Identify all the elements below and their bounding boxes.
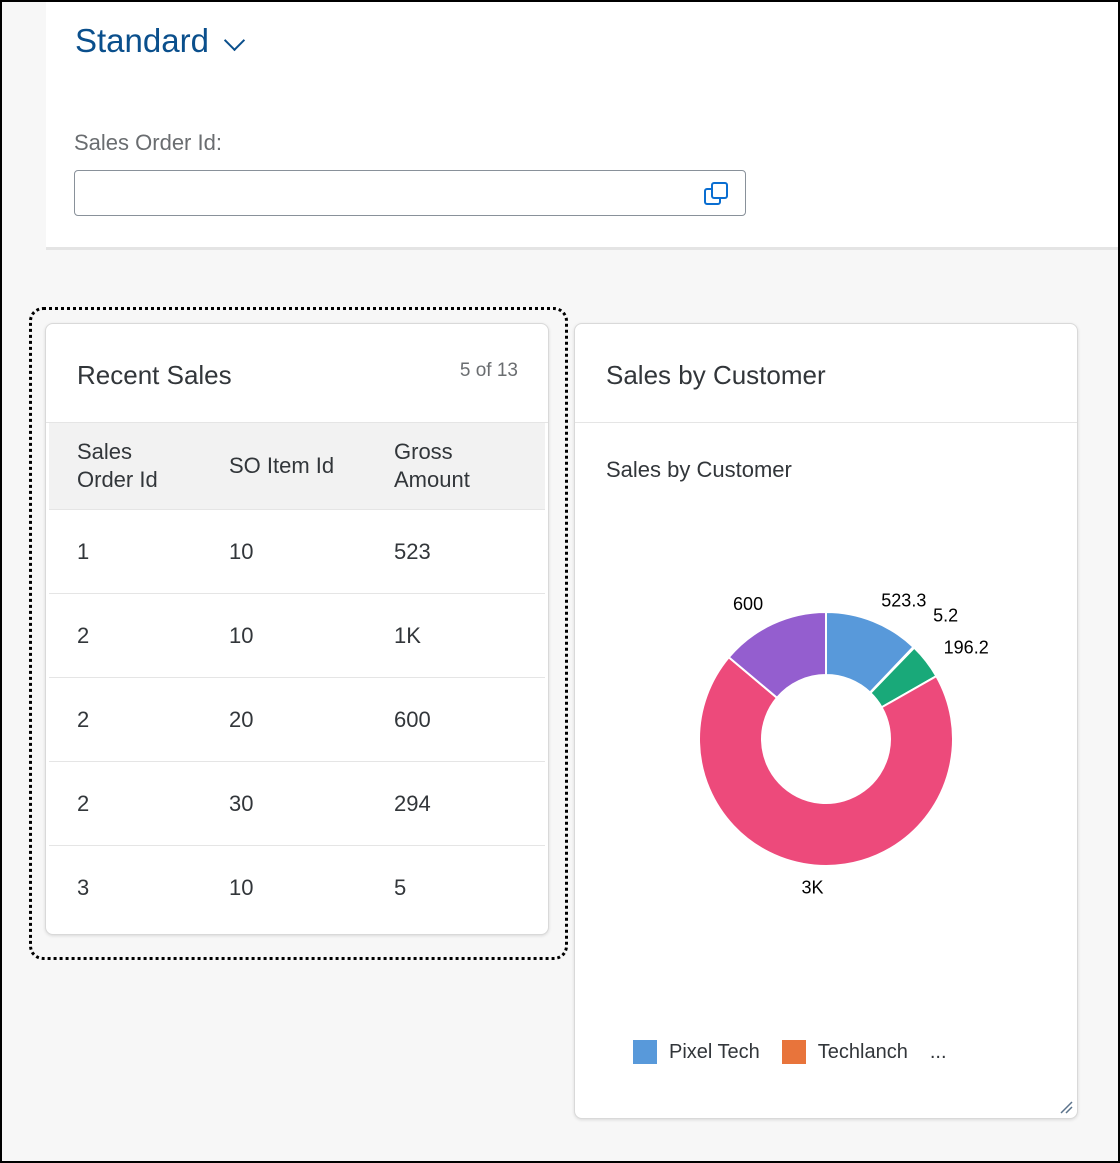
table-cell: 10: [229, 874, 254, 900]
legend-swatch: [633, 1040, 657, 1064]
legend-label: Pixel Tech: [669, 1040, 760, 1063]
table-cell: 10: [229, 509, 394, 594]
table-cell: 3: [77, 874, 90, 900]
table-cell: 20: [229, 677, 394, 762]
column-header: Gross Amount: [394, 423, 545, 510]
chevron-down-icon[interactable]: [223, 29, 246, 51]
donut-slice[interactable]: [698, 655, 954, 867]
data-label: 5.2: [933, 605, 958, 625]
sales-order-id-label: Sales Order Id:: [74, 130, 222, 155]
data-label: 600: [733, 594, 763, 614]
chart-legend: Pixel Tech Techlanch...: [633, 1040, 947, 1064]
table-cell: 2: [49, 593, 229, 678]
table-header-row: Sales Order Id SO Item Id Gross Amount: [49, 423, 545, 510]
table-cell: 2: [49, 677, 229, 762]
filter-bar: Standard Sales Order Id:: [46, 0, 1120, 250]
table-cell: 10: [229, 593, 394, 678]
data-label: 3K: [802, 877, 824, 897]
legend-item[interactable]: Techlanch: [781, 1040, 908, 1064]
table-cell: 294: [394, 761, 545, 846]
card-title: Sales by Customer: [606, 360, 826, 390]
table-cell: 1K: [394, 593, 545, 678]
data-label: 196.2: [944, 638, 989, 658]
variant-selector[interactable]: Standard: [75, 22, 246, 60]
table-row[interactable]: 2 30 294: [49, 761, 545, 846]
resize-handle-icon[interactable]: [1059, 1100, 1073, 1114]
data-label: 523.3: [881, 591, 926, 611]
card-header[interactable]: Recent Sales 5 of 13: [46, 324, 548, 423]
table-row[interactable]: 2 20 600: [49, 677, 545, 762]
table-cell: 523: [394, 509, 545, 594]
donut-slice[interactable]: [727, 610, 827, 700]
sales-by-customer-card[interactable]: Sales by Customer Sales by Customer 523.…: [574, 323, 1078, 1119]
column-header: SO Item Id: [229, 423, 394, 510]
legend-item[interactable]: Pixel Tech: [633, 1040, 760, 1064]
table-cell: 600: [394, 677, 545, 762]
value-help-icon[interactable]: [703, 181, 729, 207]
card-header[interactable]: Sales by Customer: [575, 324, 1077, 423]
legend-label: Techlanch: [817, 1040, 908, 1063]
sales-order-id-input[interactable]: [74, 170, 746, 216]
recent-sales-table: Sales Order Id SO Item Id Gross Amount 1 10 52…: [49, 423, 545, 929]
column-header: Sales Order Id: [49, 423, 229, 510]
table-row[interactable]: 1 10 523: [49, 509, 545, 594]
chart-title: Sales by Customer: [606, 457, 792, 482]
table-cell: 30: [229, 761, 394, 846]
card-title: Recent Sales: [77, 360, 232, 390]
donut-chart[interactable]: 523.3 5.2 196.2 3K 600: [575, 324, 1077, 1118]
variant-title[interactable]: Standard: [75, 22, 209, 59]
item-count: 5 of 13: [459, 360, 518, 381]
legend-more[interactable]: ...: [929, 1040, 947, 1063]
recent-sales-card[interactable]: Recent Sales 5 of 13 Sales Order Id SO Ite…: [45, 323, 549, 935]
table-cell: 2: [49, 761, 229, 846]
table-cell: 1: [49, 509, 229, 594]
legend-swatch: [781, 1040, 806, 1064]
table-row[interactable]: 2 10 1K: [49, 593, 545, 678]
table-row[interactable]: 3 10 5: [49, 846, 545, 930]
table-cell: 5: [394, 874, 407, 900]
